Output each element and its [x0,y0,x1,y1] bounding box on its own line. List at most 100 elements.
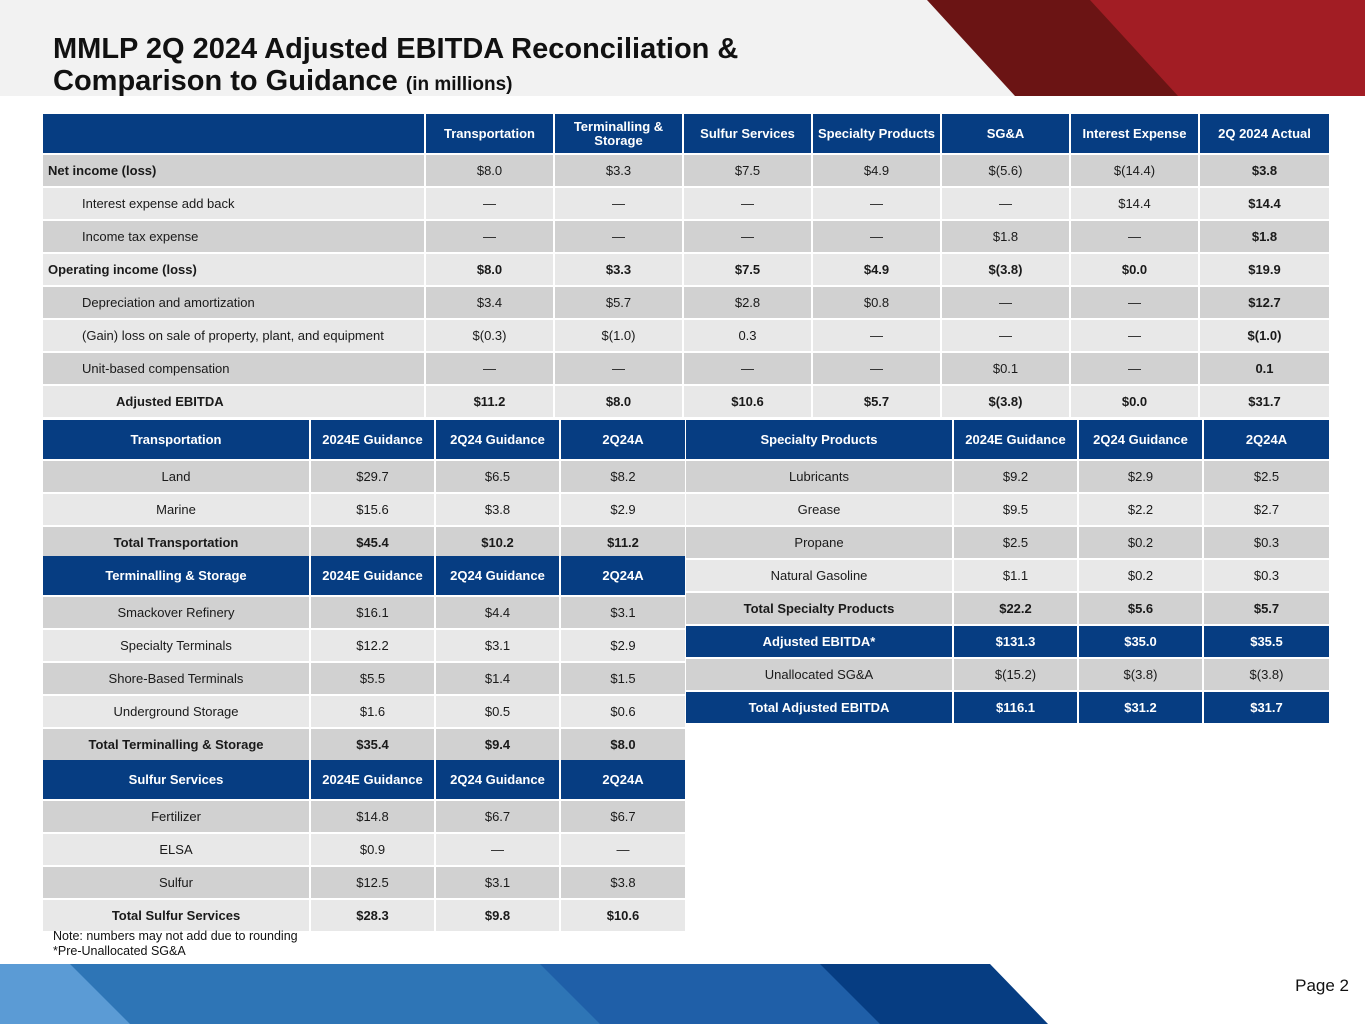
value-cell: $29.7 [310,460,436,494]
value-cell: — [560,833,687,867]
row-label: ELSA [43,833,311,867]
value-cell: $8.0 [425,252,555,287]
value-cell: $15.6 [310,493,436,527]
column-header: 2024E Guidance [953,420,1079,461]
value-cell: $3.8 [435,493,561,527]
header-transportation: Transportation [425,114,555,155]
value-cell: $2.7 [1203,493,1331,527]
value-cell: $2.8 [683,286,813,320]
title-unit: (in millions) [405,74,513,95]
row-label: Total Sulfur Services [43,898,311,933]
header-sulfur: Sulfur Services [683,114,813,155]
value-cell: 0.3 [683,319,813,353]
transportation-header-row: Transportation 2024E Guidance 2Q24 Guidanc… [43,420,687,461]
value-cell: $0.0 [1070,384,1200,419]
value-cell: $16.1 [310,596,436,630]
value-cell: $2.9 [560,629,687,663]
table-row: Underground Storage $1.6 $0.5 $0.6 [43,695,687,729]
table-row: Specialty Terminals $12.2 $3.1 $2.9 [43,629,687,663]
value-cell: $3.8 [1199,154,1331,188]
reconciliation-row: (Gain) loss on sale of property, plant, … [43,319,1331,353]
reconciliation-row: Depreciation and amortization $3.4 $5.7 $2.… [43,286,1331,320]
row-label: Fertilizer [43,800,311,834]
value-cell: $(5.6) [941,154,1071,188]
value-cell: $3.3 [554,252,684,287]
terminalling-table: Terminalling & Storage 2024E Guidance 2Q24… [43,556,687,762]
value-cell: — [554,187,684,221]
row-label: Interest expense add back [43,187,426,221]
value-cell: $(1.0) [1199,319,1331,353]
value-cell: $(15.2) [953,658,1079,692]
value-cell: — [941,286,1071,320]
value-cell: $35.4 [310,727,436,762]
total-row: Total Specialty Products $22.2 $5.6 $5.7 [686,591,1331,626]
value-cell: $0.1 [941,352,1071,386]
value-cell: — [554,352,684,386]
value-cell: $(0.3) [425,319,555,353]
header-interest: Interest Expense [1070,114,1200,155]
value-cell: $6.5 [435,460,561,494]
row-label: Marine [43,493,311,527]
total-row: Total Transportation $45.4 $10.2 $11.2 [43,525,687,560]
value-cell: $7.5 [683,154,813,188]
row-label: Land [43,460,311,494]
value-cell: $1.8 [1199,220,1331,254]
value-cell: $9.4 [435,727,561,762]
page-number: Page 2 [1295,976,1349,995]
transportation-table: Transportation 2024E Guidance 2Q24 Guidanc… [43,420,687,560]
value-cell: $31.7 [1199,384,1331,419]
header-terminalling: Terminalling & Storage [554,114,684,155]
table-row: ELSA $0.9— — [43,833,687,867]
column-header: 2Q24 Guidance [435,760,561,801]
value-cell: $(3.8) [941,384,1071,419]
table-row: Land $29.7 $6.5 $8.2 [43,460,687,494]
sulfur-table: Sulfur Services 2024E Guidance 2Q24 Guidan… [43,760,687,933]
value-cell: — [941,187,1071,221]
specialty-table: Specialty Products 2024E Guidance 2Q24 Gui… [686,420,1331,725]
reconciliation-row: Adjusted EBITDA $11.2 $8.0 $10.6 $5.7 $(3.8) $… [43,384,1331,419]
value-cell: $31.2 [1078,691,1204,725]
value-cell: $31.7 [1203,691,1331,725]
table-row: Fertilizer $14.8 $6.7 $6.7 [43,800,687,834]
value-cell: $5.7 [554,286,684,320]
page-title: MMLP 2Q 2024 Adjusted EBITDA Reconciliat… [53,33,913,101]
value-cell: $116.1 [953,691,1079,725]
value-cell: — [554,220,684,254]
value-cell: — [683,187,813,221]
value-cell: $5.5 [310,662,436,696]
total-row: Total Sulfur Services $28.3 $9.8 $10.6 [43,898,687,933]
row-label: Specialty Terminals [43,629,311,663]
value-cell: $3.1 [435,629,561,663]
value-cell: $1.1 [953,559,1079,593]
value-cell: $(14.4) [1070,154,1200,188]
value-cell: $8.2 [560,460,687,494]
row-label: Unallocated SG&A [686,658,954,692]
value-cell: $8.0 [425,154,555,188]
row-label: Natural Gasoline [686,559,954,593]
value-cell: $14.4 [1199,187,1331,221]
value-cell: $0.3 [1203,559,1331,593]
value-cell: — [812,187,942,221]
value-cell: $0.0 [1070,252,1200,287]
table-row: Shore-Based Terminals $5.5 $1.4 $1.5 [43,662,687,696]
value-cell: $9.2 [953,460,1079,494]
value-cell: $11.2 [425,384,555,419]
value-cell: — [1070,319,1200,353]
column-header: 2Q24A [1203,420,1331,461]
value-cell: $2.2 [1078,493,1204,527]
value-cell: $3.3 [554,154,684,188]
reconciliation-header-row: Transportation Terminalling & Storage Su… [43,114,1331,155]
value-cell: $10.6 [683,384,813,419]
row-label: Lubricants [686,460,954,494]
header-specialty: Specialty Products [812,114,942,155]
value-cell: $28.3 [310,898,436,933]
unallocated-sga-row: Unallocated SG&A $(15.2) $(3.8) $(3.8) [686,658,1331,692]
row-label: Smackover Refinery [43,596,311,630]
value-cell: $0.6 [560,695,687,729]
value-cell: — [683,352,813,386]
footer-mid-blue-shape [70,964,620,1024]
row-label: Depreciation and amortization [43,286,426,320]
column-header: 2Q24A [560,420,687,461]
value-cell: $4.9 [812,154,942,188]
